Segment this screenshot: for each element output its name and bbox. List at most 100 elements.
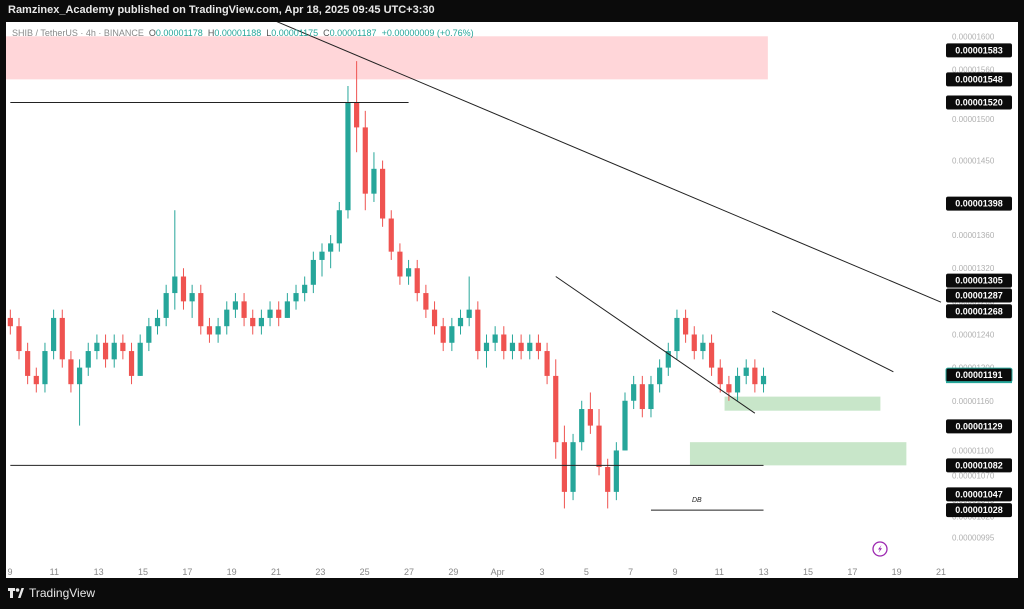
candle-body xyxy=(267,309,273,318)
candle-body xyxy=(449,326,455,343)
candle-16 xyxy=(146,317,152,352)
candle-body xyxy=(51,317,57,352)
candle-26 xyxy=(232,293,239,318)
candle-body xyxy=(189,293,195,302)
chart-area[interactable]: 0.00001600 0.00001560 0.00001500 0.00001450… xyxy=(6,22,1018,578)
candle-body xyxy=(605,467,611,492)
candle-73 xyxy=(639,375,645,418)
x-tick-label: 29 xyxy=(448,567,458,577)
price-tag: 0.00001305 xyxy=(946,273,1012,288)
candle-76 xyxy=(665,342,671,376)
y-tick-label: 0.00001070 xyxy=(952,471,995,480)
candle-body xyxy=(336,210,342,244)
candle-body xyxy=(544,351,550,376)
support-zone-1 xyxy=(724,396,881,411)
x-tick-label: 3 xyxy=(539,567,544,577)
x-tick-label: 9 xyxy=(7,567,12,577)
price-tag: 0.00001129 xyxy=(946,419,1012,434)
candle-body xyxy=(622,400,628,451)
candle-body xyxy=(726,384,732,393)
x-tick-label: 23 xyxy=(315,567,325,577)
candle-body xyxy=(224,309,230,327)
candlestick-chart[interactable]: 0.00001600 0.00001560 0.00001500 0.00001450… xyxy=(6,22,1018,578)
candle-30 xyxy=(267,301,273,327)
price-tag-label: 0.00001268 xyxy=(955,306,1003,316)
x-tick-label: 21 xyxy=(936,567,946,577)
candle-body xyxy=(319,251,325,260)
candle-body xyxy=(475,309,481,352)
candle-52 xyxy=(457,309,464,335)
candle-37 xyxy=(328,235,334,269)
candle-85 xyxy=(743,359,749,385)
lines-layer xyxy=(10,22,942,511)
x-tick-label: 13 xyxy=(94,567,104,577)
x-tick-label: 11 xyxy=(50,567,59,577)
lightning-icon[interactable] xyxy=(872,541,888,557)
candle-59 xyxy=(518,334,524,360)
x-tick-label: 25 xyxy=(360,567,370,577)
footer-brand: TradingView xyxy=(29,586,96,600)
x-tick-label: 17 xyxy=(182,567,192,577)
candle-body xyxy=(700,342,706,352)
candle-84 xyxy=(734,367,741,401)
candle-68 xyxy=(596,409,602,476)
candle-body xyxy=(362,127,368,194)
support-zone-2 xyxy=(689,442,907,466)
candle-body xyxy=(371,168,377,194)
candle-65 xyxy=(570,433,576,501)
candle-31 xyxy=(276,301,282,327)
x-tick-label: 27 xyxy=(404,567,414,577)
candle-body xyxy=(518,342,524,352)
candle-body xyxy=(648,384,654,410)
candle-body xyxy=(431,309,438,327)
candle-body xyxy=(639,384,645,410)
price-tag-label: 0.00001520 xyxy=(955,98,1003,108)
tradingview-logo[interactable]: TradingView xyxy=(8,586,95,600)
price-tag-label: 0.00001191 xyxy=(955,370,1002,380)
candle-body xyxy=(613,450,619,492)
candle-3 xyxy=(33,367,39,393)
candle-body xyxy=(388,218,394,252)
price-tag-bg xyxy=(946,72,1012,87)
price-tag: 0.00001082 xyxy=(946,458,1012,473)
candle-body xyxy=(527,342,533,352)
footer: TradingView xyxy=(0,578,1024,609)
price-tags-layer: 0.00001583 0.00001548 0.00001520 0.00001398… xyxy=(945,43,1013,518)
candle-40 xyxy=(354,61,360,153)
tradingview-logo-icon xyxy=(8,588,24,598)
candle-80 xyxy=(700,334,706,360)
price-tag-bg xyxy=(946,288,1012,303)
candle-34 xyxy=(302,276,308,302)
candle-28 xyxy=(250,309,256,335)
candle-body xyxy=(276,309,282,318)
candle-20 xyxy=(180,268,187,310)
candle-55 xyxy=(483,334,490,368)
price-tag-bg xyxy=(946,419,1012,434)
candle-48 xyxy=(423,284,429,318)
candle-body xyxy=(198,293,204,327)
price-tag-label: 0.00001082 xyxy=(955,460,1003,470)
candle-13 xyxy=(120,334,126,360)
candle-53 xyxy=(466,276,472,327)
open-value: 0.00001178 xyxy=(155,28,203,38)
candle-11 xyxy=(102,334,109,368)
candle-46 xyxy=(405,259,412,285)
y-tick-label: 0.00001240 xyxy=(952,330,995,339)
candle-body xyxy=(94,342,100,352)
candle-body xyxy=(25,351,31,376)
candle-body xyxy=(146,326,152,343)
candle-body xyxy=(657,367,663,385)
candle-body xyxy=(302,284,308,294)
candle-61 xyxy=(535,334,542,360)
price-tag: 0.00001520 xyxy=(946,95,1012,110)
candle-82 xyxy=(717,359,723,393)
price-tag-bg xyxy=(946,43,1012,58)
publisher-header: Ramzinex_Academy published on TradingVie… xyxy=(0,0,1024,22)
candle-body xyxy=(310,259,316,285)
candle-32 xyxy=(284,293,290,318)
price-tag-label: 0.00001398 xyxy=(955,199,1003,209)
price-tag: 0.00001028 xyxy=(946,503,1012,518)
price-tag: 0.00001583 xyxy=(946,43,1012,58)
candle-body xyxy=(137,342,143,376)
candle-body xyxy=(579,409,585,443)
